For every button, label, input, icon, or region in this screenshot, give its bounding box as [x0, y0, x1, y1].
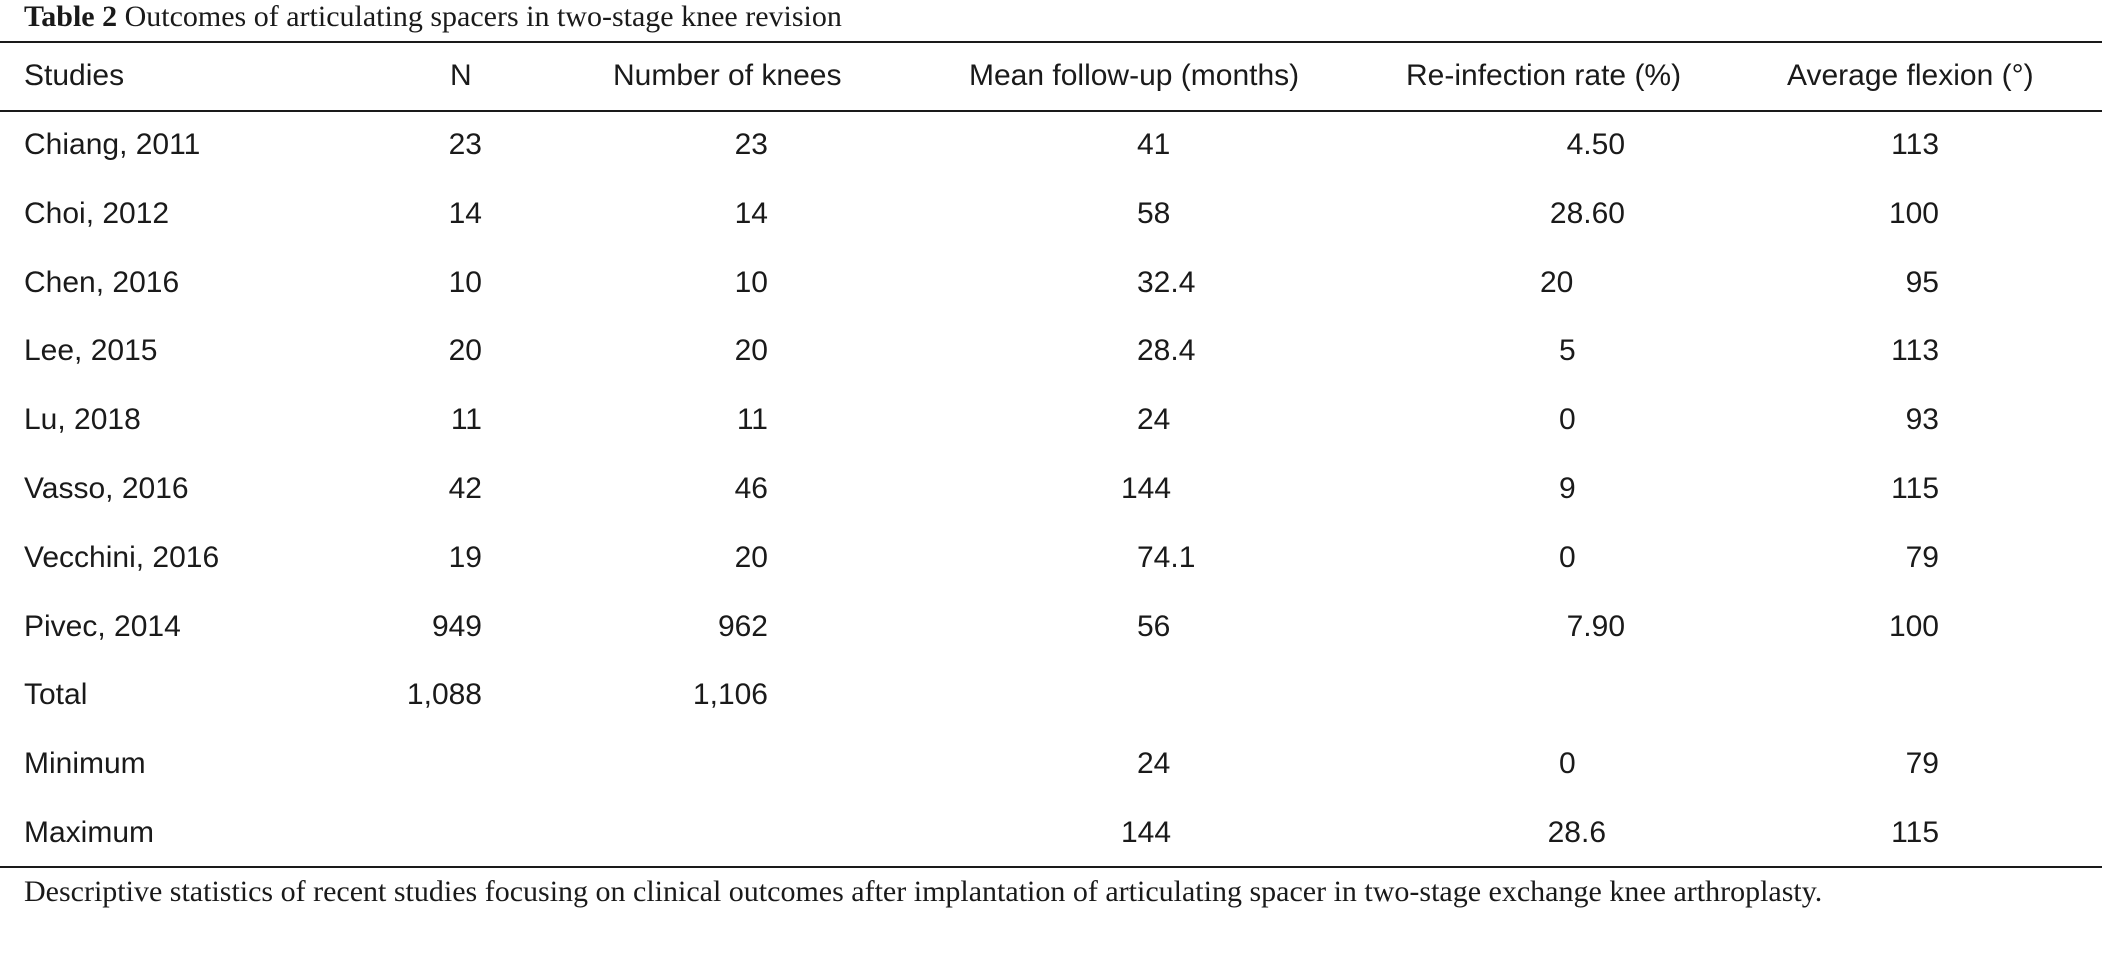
- cell-n: 10: [448, 265, 482, 299]
- cell-followup: 24: [1137, 403, 1171, 437]
- table-row: Vasso, 2016 42 46 144 9 115: [0, 469, 2102, 509]
- header-flexion: Average flexion (°): [1787, 59, 2034, 92]
- cell-n: 14: [448, 196, 482, 230]
- cell-flexion: 79: [1905, 747, 1939, 781]
- cell-flexion: 100: [1888, 609, 1939, 643]
- cell-reinfection: 0: [1559, 540, 1576, 574]
- cell-followup: 74.1: [1137, 540, 1196, 574]
- cell-study: Pivec, 2014: [24, 609, 181, 643]
- cell-study: Choi, 2012: [24, 196, 170, 230]
- cell-study: Total: [24, 678, 88, 712]
- cell-followup: 32.4: [1137, 265, 1196, 299]
- cell-flexion: 93: [1905, 403, 1939, 437]
- header-knees: Number of knees: [613, 59, 842, 92]
- cell-followup: 24: [1137, 747, 1171, 781]
- table-row: Pivec, 2014 949 962 56 7.90 100: [0, 607, 2102, 647]
- cell-flexion: 79: [1905, 540, 1939, 574]
- top-rule: [0, 41, 2102, 43]
- cell-n: 23: [448, 128, 482, 161]
- cell-followup: 58: [1137, 196, 1171, 230]
- cell-followup: 56: [1137, 609, 1171, 643]
- table-row: Vecchini, 2016 19 20 74.1 0 79: [0, 538, 2102, 578]
- table-row: Chen, 2016 10 10 32.4 20 95: [0, 263, 2102, 303]
- table-footnote: Descriptive statistics of recent studies…: [24, 875, 1823, 908]
- table-row: Choi, 2012 14 14 58 28.60 100: [0, 194, 2102, 234]
- cell-knees: 20: [734, 334, 768, 368]
- cell-reinfection: 28.6: [1547, 816, 1606, 849]
- table-header-row: Studies N Number of knees Mean follow-up…: [0, 56, 2102, 96]
- bottom-rule: [0, 866, 2102, 868]
- table-caption: Outcomes of articulating spacers in two-…: [124, 0, 842, 33]
- cell-flexion: 115: [1891, 816, 1939, 849]
- header-studies: Studies: [24, 59, 125, 92]
- cell-reinfection: 20: [1540, 265, 1574, 299]
- cell-reinfection: 0: [1559, 403, 1576, 437]
- cell-flexion: 113: [1891, 128, 1939, 161]
- cell-knees: 46: [734, 472, 768, 505]
- table-row: Lee, 2015 20 20 28.4 5 113: [0, 331, 2102, 371]
- cell-study: Lu, 2018: [24, 403, 141, 437]
- cell-knees: 14: [734, 196, 768, 230]
- cell-flexion: 113: [1891, 334, 1939, 368]
- cell-flexion: 100: [1888, 196, 1939, 230]
- cell-study: Chiang, 2011: [24, 128, 201, 161]
- table-row: Total 1,088 1,106: [0, 675, 2102, 715]
- cell-study: Vecchini, 2016: [24, 540, 220, 574]
- cell-flexion: 115: [1891, 472, 1939, 505]
- table-title: Table 2 Outcomes of articulating spacers…: [24, 0, 842, 34]
- cell-followup: 28.4: [1137, 334, 1196, 368]
- cell-study: Maximum: [24, 816, 155, 849]
- cell-n: 1,088: [406, 678, 482, 712]
- cell-study: Chen, 2016: [24, 265, 180, 299]
- cell-followup: 144: [1121, 816, 1172, 849]
- cell-knees: 10: [734, 265, 768, 299]
- cell-flexion: 95: [1905, 265, 1939, 299]
- cell-knees: 11: [736, 403, 768, 437]
- table-row: Lu, 2018 11 11 24 0 93: [0, 400, 2102, 440]
- header-n: N: [450, 59, 472, 92]
- cell-reinfection: 7.90: [1566, 609, 1625, 643]
- header-rule: [0, 110, 2102, 112]
- table-number: Table 2: [24, 0, 118, 33]
- cell-knees: 962: [717, 609, 768, 643]
- cell-knees: 23: [734, 128, 768, 161]
- table-row: Minimum 24 0 79: [0, 744, 2102, 784]
- header-reinfection: Re-infection rate (%): [1406, 59, 1682, 92]
- cell-reinfection: 0: [1559, 747, 1576, 781]
- cell-study: Vasso, 2016: [24, 472, 189, 505]
- cell-study: Minimum: [24, 747, 146, 781]
- cell-n: 42: [448, 472, 482, 505]
- header-followup: Mean follow-up (months): [969, 59, 1300, 92]
- cell-n: 949: [431, 609, 482, 643]
- cell-knees: 1,106: [692, 678, 768, 712]
- cell-n: 19: [448, 540, 482, 574]
- cell-followup: 41: [1137, 128, 1171, 161]
- cell-followup: 144: [1121, 472, 1172, 505]
- cell-reinfection: 5: [1559, 334, 1576, 368]
- cell-reinfection: 28.60: [1549, 196, 1625, 230]
- table-row: Chiang, 2011 23 23 41 4.50 113: [0, 125, 2102, 165]
- cell-n: 11: [450, 403, 482, 437]
- table-row: Maximum 144 28.6 115: [0, 813, 2102, 853]
- cell-reinfection: 9: [1559, 472, 1576, 505]
- cell-reinfection: 4.50: [1566, 128, 1625, 161]
- cell-knees: 20: [734, 540, 768, 574]
- cell-n: 20: [448, 334, 482, 368]
- cell-study: Lee, 2015: [24, 334, 158, 368]
